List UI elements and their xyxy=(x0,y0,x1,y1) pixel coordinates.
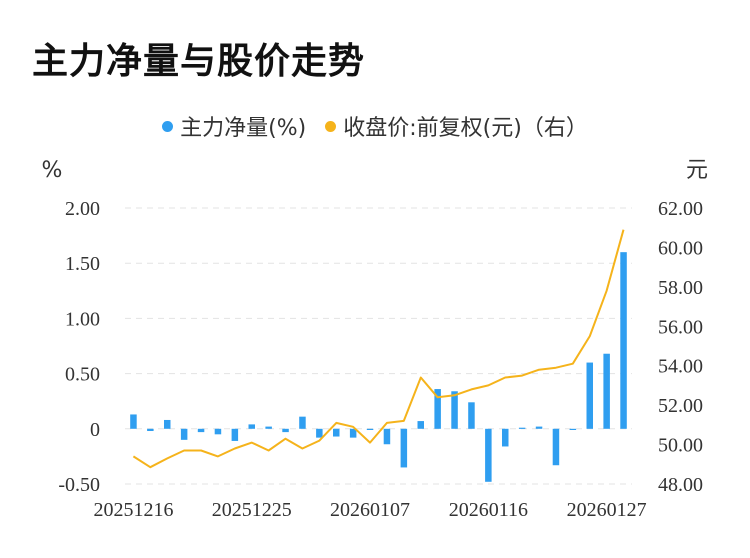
bar xyxy=(468,402,475,429)
price-line xyxy=(132,229,625,469)
bar xyxy=(231,428,239,441)
bar xyxy=(197,428,205,433)
bar xyxy=(569,428,577,430)
bar xyxy=(586,362,593,429)
bar xyxy=(214,428,222,435)
legend: 主力净量(%) 收盘价:前复权(元)（右） xyxy=(0,110,750,142)
bar-series xyxy=(130,252,627,482)
right-tick-label: 62.00 xyxy=(658,198,703,220)
bar xyxy=(451,391,458,429)
line-series xyxy=(132,229,625,469)
right-axis-unit: 元 xyxy=(686,158,708,183)
left-tick-label: 1.00 xyxy=(65,308,100,330)
right-tick-label: 58.00 xyxy=(658,277,703,299)
legend-item-close-price[interactable]: 收盘价:前复权(元)（右） xyxy=(325,110,588,142)
bar xyxy=(603,353,610,429)
x-tick-label: 20251216 xyxy=(93,499,173,521)
bar xyxy=(400,428,408,468)
left-tick-label: 0.50 xyxy=(65,364,100,386)
bar xyxy=(333,428,340,437)
legend-label: 主力净量(%) xyxy=(180,116,307,141)
bar xyxy=(417,421,424,429)
bar xyxy=(147,428,154,432)
x-tick-label: 20260116 xyxy=(449,499,528,521)
bar xyxy=(265,426,272,429)
bar xyxy=(485,428,492,482)
bar xyxy=(349,428,357,438)
bar xyxy=(518,427,526,429)
bar xyxy=(164,419,171,429)
right-tick-label: 54.00 xyxy=(658,356,703,378)
left-tick-label: 0 xyxy=(90,419,100,441)
x-tick-label: 20260107 xyxy=(330,499,410,521)
bar xyxy=(299,416,306,429)
bar xyxy=(552,428,560,466)
bar xyxy=(620,252,627,429)
legend-label: 收盘价:前复权(元)（右） xyxy=(343,116,588,141)
right-tick-label: 56.00 xyxy=(658,316,703,338)
chart-title: 主力净量与股价走势 xyxy=(32,41,366,82)
bar xyxy=(248,424,255,429)
bar xyxy=(282,428,289,433)
x-tick-label: 20260127 xyxy=(567,499,647,521)
bar xyxy=(502,428,509,447)
right-tick-label: 60.00 xyxy=(658,237,703,259)
bar xyxy=(535,426,543,429)
bar xyxy=(366,428,374,430)
grid xyxy=(125,207,632,485)
bar xyxy=(434,389,441,429)
right-tick-label: 48.00 xyxy=(658,474,703,496)
left-axis-unit: % xyxy=(42,158,63,183)
left-tick-label: 1.50 xyxy=(65,253,100,275)
bar xyxy=(130,414,137,429)
x-tick-label: 20251225 xyxy=(212,499,292,521)
bar xyxy=(383,428,391,445)
bar xyxy=(180,428,188,440)
bar xyxy=(316,428,323,438)
legend-dot-icon xyxy=(325,120,337,132)
legend-item-net-volume[interactable]: 主力净量(%) xyxy=(162,110,306,142)
right-tick-label: 52.00 xyxy=(658,395,703,417)
right-tick-label: 50.00 xyxy=(658,435,703,457)
left-tick-label: 2.00 xyxy=(65,198,100,220)
legend-dot-icon xyxy=(162,120,174,132)
left-tick-label: -0.50 xyxy=(58,474,100,496)
axis-ticks: 2.00 1.50 1.00 0.50 0 -0.50 62.00 60.00 58.00 56.… xyxy=(58,198,703,521)
